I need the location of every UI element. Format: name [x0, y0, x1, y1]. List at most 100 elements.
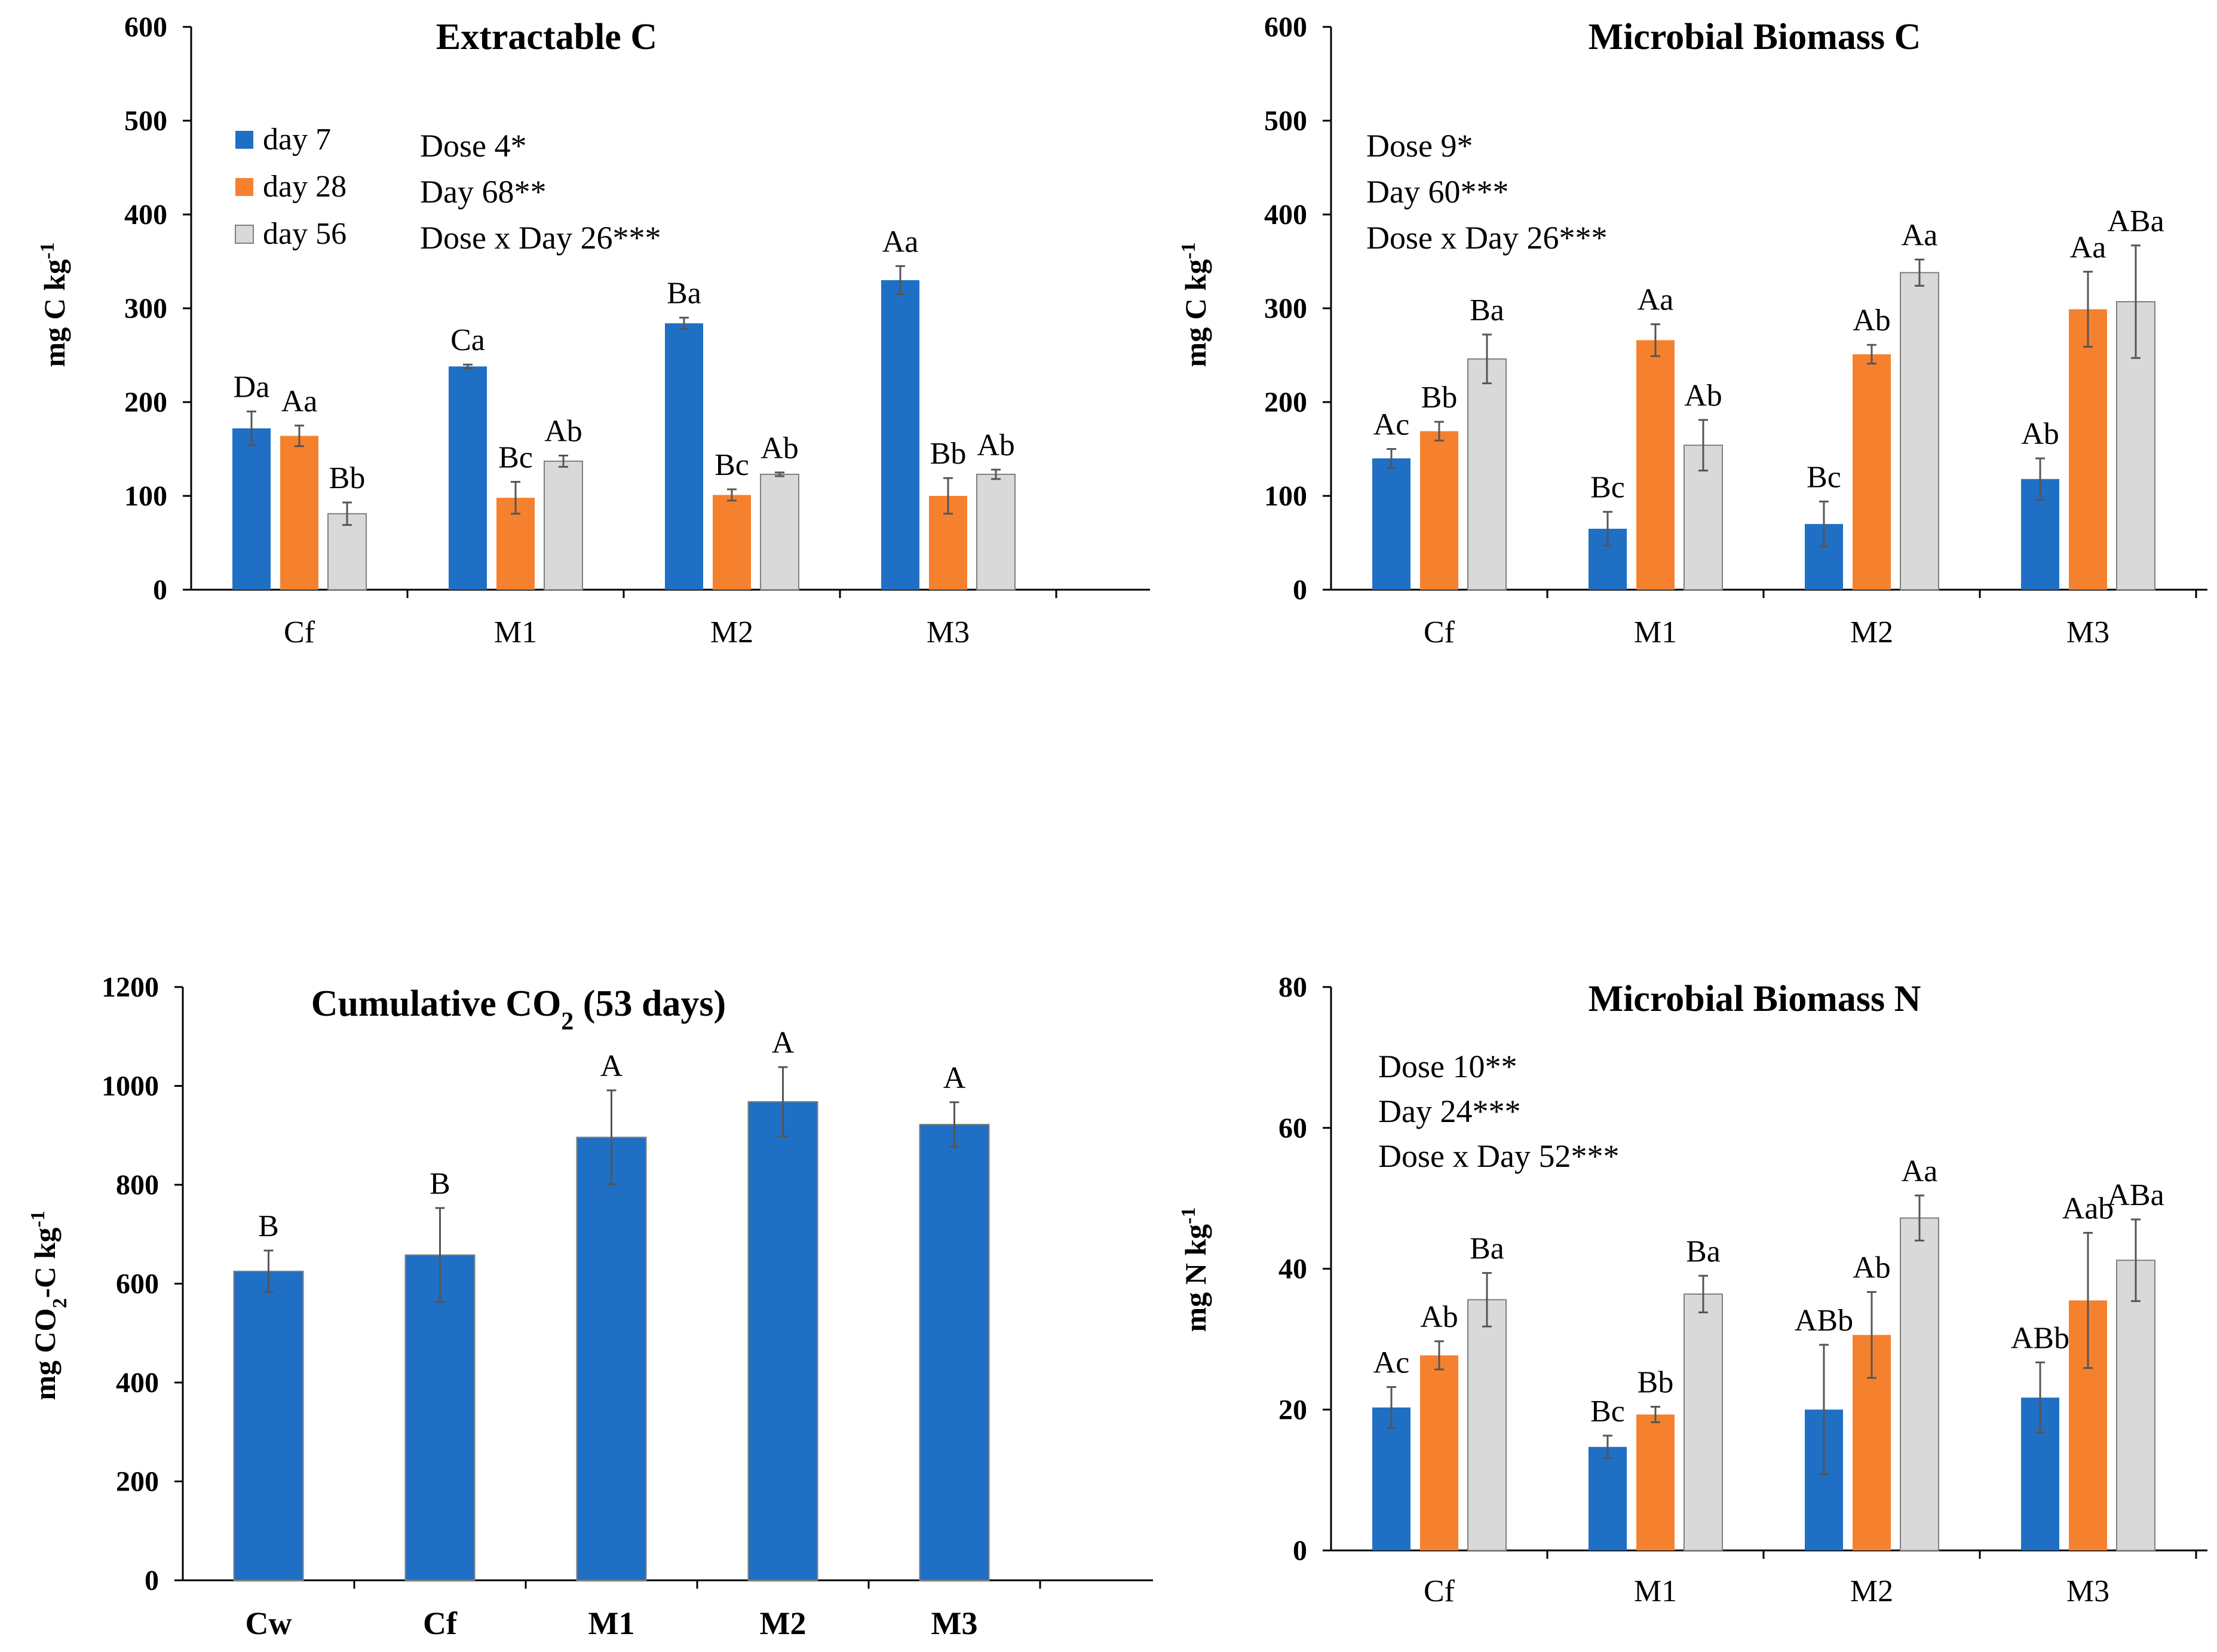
y-tick-label: 20: [1278, 1394, 1307, 1426]
stats-line: Day 24***: [1378, 1093, 1520, 1129]
bar: [232, 428, 271, 590]
stats-line: Dose x Day 26***: [420, 220, 661, 256]
bar-letter-label: Ba: [667, 277, 701, 311]
panel-title: Microbial Biomass N: [1589, 979, 1921, 1019]
bar-letter-label: Aa: [1902, 1154, 1938, 1188]
bar-letter-label: Ab: [2021, 417, 2059, 451]
y-tick-label: 600: [116, 1268, 159, 1300]
stats-block: Dose 10** Day 24*** Dose x Day 52***: [1378, 1049, 1619, 1174]
y-tick-label: 600: [1264, 11, 1307, 43]
y-tick-label: 300: [124, 293, 167, 324]
legend-swatch-day7: [235, 131, 253, 149]
panel-extractable-c: Extractable C mg C kg-1 Dose 4* Day 68**…: [36, 11, 1150, 649]
bar: [919, 1124, 990, 1581]
bar: [2069, 309, 2107, 590]
bar: [544, 460, 583, 590]
bar: [280, 436, 318, 590]
x-tick-label: Cf: [423, 1605, 458, 1641]
y-tick-label: 1000: [102, 1071, 159, 1102]
bar-letter-label: Ac: [1373, 1346, 1410, 1380]
bar: [2116, 1259, 2155, 1551]
bar: [665, 323, 703, 590]
bar-letter-label: Ca: [450, 323, 485, 357]
legend-label-day28: day 28: [263, 170, 346, 204]
bar-letter-label: Ac: [1373, 408, 1410, 442]
bar-letter-label: Ab: [1853, 304, 1891, 338]
y-tick-label: 300: [1264, 293, 1307, 324]
bar: [1636, 1414, 1675, 1550]
legend: day 7 day 28 day 56: [235, 122, 346, 251]
bar-letter-label: Ba: [1470, 1232, 1504, 1266]
bar-letter-label: Aa: [1638, 283, 1674, 317]
y-tick-label: 80: [1278, 971, 1307, 1003]
bar-letter-label: Ab: [544, 414, 582, 448]
y-tick-label: 600: [124, 11, 167, 43]
x-tick-label: M3: [927, 615, 970, 649]
y-tick-label: 0: [1293, 1535, 1307, 1567]
stats-line: Dose 4*: [420, 128, 526, 164]
legend-swatch-day28: [235, 178, 253, 196]
panel-title: Extractable C: [436, 17, 657, 57]
bar-letter-label: Da: [234, 370, 270, 404]
bar-letter-label: Bb: [930, 437, 967, 471]
bar-letter-label: Ab: [1853, 1251, 1891, 1285]
bar-letter-label: A: [943, 1061, 966, 1095]
bar-letter-label: Bc: [1807, 460, 1841, 494]
bar-letter-label: Bc: [1590, 1394, 1625, 1429]
stats-line: Dose 9*: [1366, 128, 1473, 164]
y-tick-label: 0: [145, 1565, 159, 1596]
bar: [1467, 1299, 1507, 1551]
x-tick-label: M1: [1634, 615, 1677, 649]
bar-letter-label: Ab: [761, 431, 799, 465]
bar: [1684, 1293, 1723, 1552]
y-tick-label: 200: [1264, 387, 1307, 418]
y-tick-label: 400: [124, 199, 167, 231]
bar-letter-label: Bb: [329, 461, 366, 495]
y-tick-label: 0: [1293, 574, 1307, 606]
x-tick-label: Cf: [1424, 615, 1455, 649]
stats-line: Dose x Day 52***: [1378, 1138, 1619, 1174]
y-tick-label: 100: [124, 480, 167, 512]
bar: [1853, 354, 1891, 590]
bar: [747, 1101, 818, 1581]
stats-line: Dose x Day 26***: [1366, 220, 1607, 256]
bar-letter-label: B: [430, 1167, 450, 1201]
y-axis-title: mg C kg-1: [1178, 243, 1213, 367]
bar: [1372, 1407, 1410, 1550]
bar: [327, 513, 367, 591]
legend-label-day56: day 56: [263, 217, 346, 251]
bar: [1372, 458, 1410, 590]
y-axis-title: mg N kg-1: [1178, 1207, 1213, 1332]
bar: [881, 280, 919, 590]
bar: [1636, 340, 1675, 590]
bar: [404, 1254, 476, 1581]
bar: [233, 1270, 304, 1581]
y-tick-label: 200: [124, 387, 167, 418]
x-tick-label: M3: [2066, 1574, 2109, 1608]
stats-line: Day 68**: [420, 174, 546, 210]
stats-line: Day 60***: [1366, 174, 1508, 210]
bar-letter-label: Bb: [1638, 1366, 1674, 1400]
bar-letter-label: Aa: [882, 225, 919, 259]
legend-swatch-day56: [235, 225, 254, 244]
bar-letter-label: ABb: [1795, 1304, 1853, 1338]
bar: [1900, 1217, 1939, 1551]
bar-letter-label: Aa: [1902, 218, 1938, 252]
x-tick-label: M2: [1850, 615, 1893, 649]
bar: [1589, 1446, 1627, 1550]
panel-microbial-biomass-c: Microbial Biomass C mg C kg-1 Dose 9* Da…: [1178, 11, 2207, 649]
bar-letter-label: ABb: [2011, 1321, 2069, 1355]
y-tick-label: 400: [1264, 199, 1307, 231]
bar-letter-label: A: [600, 1049, 623, 1083]
y-axis-title: mg C kg-1: [36, 243, 72, 367]
bar: [976, 473, 1016, 591]
x-tick-label: M2: [710, 615, 753, 649]
bar-letter-label: ABa: [2107, 204, 2164, 238]
panel-microbial-biomass-n: Microbial Biomass N mg N kg-1 Dose 10** …: [1178, 971, 2207, 1608]
y-tick-label: 100: [1264, 480, 1307, 512]
y-tick-label: 0: [153, 574, 167, 606]
x-tick-label: Cf: [1424, 1574, 1455, 1608]
bar: [1420, 1355, 1458, 1550]
bar-letter-label: Bb: [1421, 381, 1458, 415]
y-tick-label: 60: [1278, 1112, 1307, 1144]
